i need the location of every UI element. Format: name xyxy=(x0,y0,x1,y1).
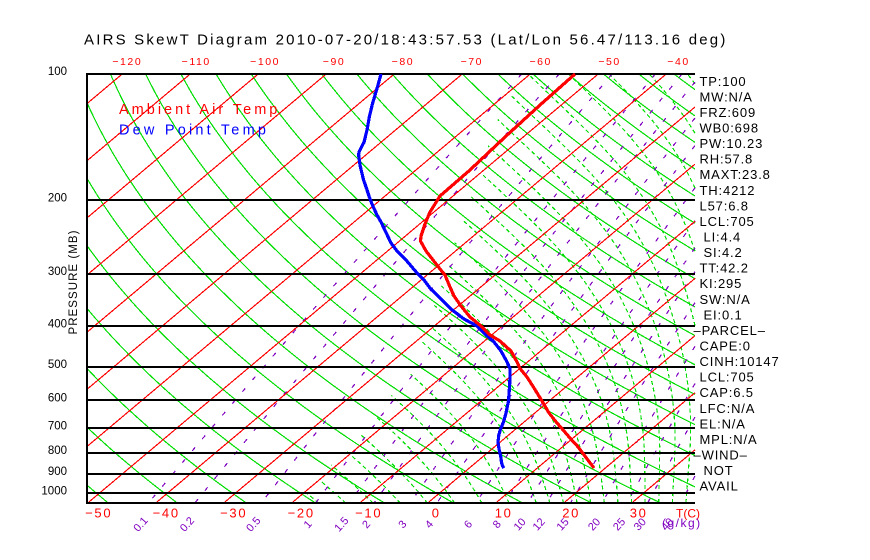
svg-text:−50: −50 xyxy=(85,506,112,521)
svg-text:Ambient Air Temp: Ambient Air Temp xyxy=(119,102,280,118)
svg-text:−60: −60 xyxy=(529,56,551,68)
svg-text:CAP:6.5: CAP:6.5 xyxy=(700,385,754,400)
svg-text:MW:N/A: MW:N/A xyxy=(700,89,753,104)
svg-text:RH:57.8: RH:57.8 xyxy=(700,152,754,167)
svg-text:−20: −20 xyxy=(288,506,315,521)
svg-text:(g/kg): (g/kg) xyxy=(662,516,702,530)
svg-text:−100: −100 xyxy=(250,56,280,68)
svg-text:600: 600 xyxy=(48,392,67,404)
svg-text:LFC:N/A: LFC:N/A xyxy=(700,401,756,416)
svg-text:−110: −110 xyxy=(182,56,211,68)
svg-text:WB0:698: WB0:698 xyxy=(700,121,759,136)
svg-text:L57:6.8: L57:6.8 xyxy=(700,198,749,213)
svg-text:400: 400 xyxy=(48,319,67,331)
svg-text:−120: −120 xyxy=(112,56,142,68)
svg-text:300: 300 xyxy=(48,266,67,278)
svg-text:EI:0.1: EI:0.1 xyxy=(704,307,743,322)
svg-text:FRZ:609: FRZ:609 xyxy=(700,105,757,120)
svg-text:−90: −90 xyxy=(323,56,345,68)
svg-text:MAXT:23.8: MAXT:23.8 xyxy=(700,167,771,182)
svg-text:MPL:N/A: MPL:N/A xyxy=(700,432,758,447)
svg-text:Dew Point Temp: Dew Point Temp xyxy=(119,123,269,139)
svg-text:KI:295: KI:295 xyxy=(700,276,743,291)
svg-text:100: 100 xyxy=(48,66,67,78)
svg-text:200: 200 xyxy=(48,192,67,204)
svg-text:TH:4212: TH:4212 xyxy=(700,183,756,198)
svg-text:–PARCEL–: –PARCEL– xyxy=(694,323,766,338)
svg-text:TP:100: TP:100 xyxy=(700,74,747,89)
svg-text:800: 800 xyxy=(48,445,67,457)
svg-text:−40: −40 xyxy=(667,56,689,68)
svg-text:NOT: NOT xyxy=(704,463,734,478)
svg-text:−70: −70 xyxy=(461,56,483,68)
svg-text:30: 30 xyxy=(630,506,648,521)
svg-text:AVAIL: AVAIL xyxy=(700,479,739,494)
svg-text:10: 10 xyxy=(495,506,513,521)
svg-text:SI:4.2: SI:4.2 xyxy=(704,245,743,260)
svg-text:700: 700 xyxy=(48,420,67,432)
svg-text:CINH:10147: CINH:10147 xyxy=(700,354,780,369)
svg-text:PRESSURE (MB): PRESSURE (MB) xyxy=(68,229,80,334)
svg-text:PW:10.23: PW:10.23 xyxy=(700,136,764,151)
svg-text:500: 500 xyxy=(48,359,67,371)
svg-text:−50: −50 xyxy=(598,56,620,68)
svg-text:–WIND–: –WIND– xyxy=(694,447,748,462)
svg-text:900: 900 xyxy=(48,466,67,478)
svg-text:−30: −30 xyxy=(220,506,247,521)
svg-text:T(C): T(C) xyxy=(676,507,700,521)
svg-text:−40: −40 xyxy=(153,506,180,521)
svg-text:AIRS SkewT Diagram 2010-07-20/: AIRS SkewT Diagram 2010-07-20/18:43:57.5… xyxy=(84,32,728,49)
svg-text:LCL:705: LCL:705 xyxy=(700,214,755,229)
svg-text:TT:42.2: TT:42.2 xyxy=(700,261,749,276)
svg-text:LI:4.4: LI:4.4 xyxy=(704,230,742,245)
svg-text:CAPE:0: CAPE:0 xyxy=(700,338,751,353)
svg-text:−10: −10 xyxy=(355,506,382,521)
svg-text:−80: −80 xyxy=(392,56,414,68)
svg-text:1000: 1000 xyxy=(41,485,67,497)
svg-text:EL:N/A: EL:N/A xyxy=(700,416,746,431)
svg-text:SW:N/A: SW:N/A xyxy=(700,292,751,307)
svg-text:LCL:705: LCL:705 xyxy=(700,370,755,385)
svg-text:20: 20 xyxy=(562,506,580,521)
svg-text:0: 0 xyxy=(432,506,441,521)
